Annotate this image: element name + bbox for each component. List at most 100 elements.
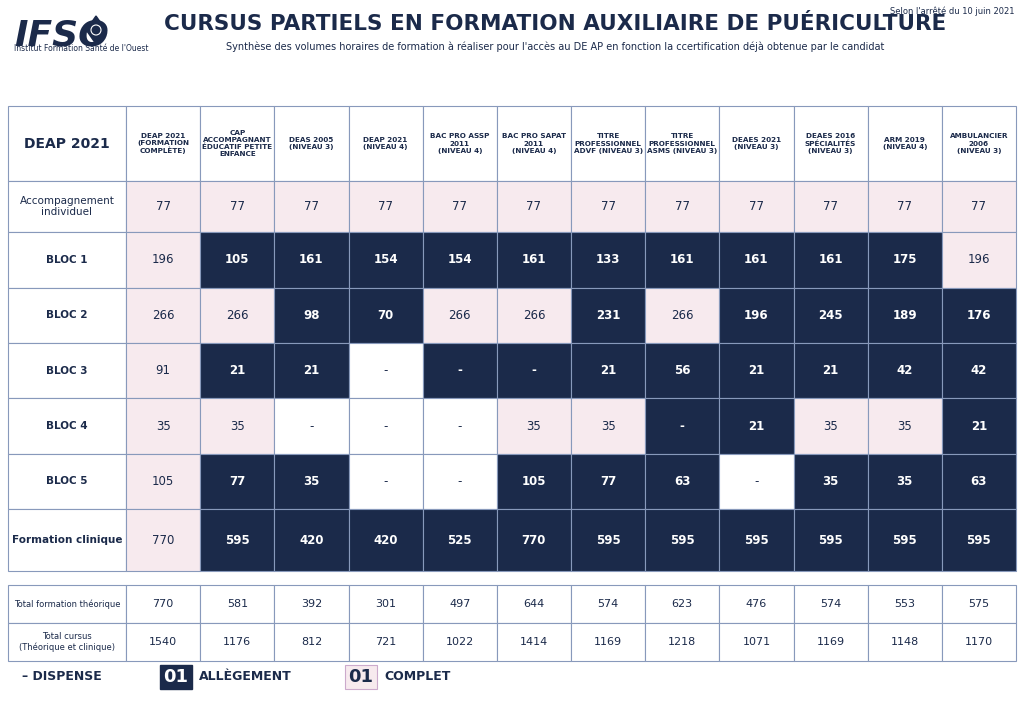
Text: 420: 420 bbox=[374, 534, 398, 547]
Bar bbox=[645, 343, 719, 398]
Text: 35: 35 bbox=[897, 475, 913, 488]
Bar bbox=[571, 343, 645, 398]
Text: 231: 231 bbox=[596, 308, 621, 321]
Text: – DISPENSE: – DISPENSE bbox=[22, 670, 101, 683]
Bar bbox=[497, 287, 571, 343]
Text: TITRE
PROFESSIONNEL
ADVF (NIVEAU 3): TITRE PROFESSIONNEL ADVF (NIVEAU 3) bbox=[573, 133, 643, 153]
Text: 1176: 1176 bbox=[223, 637, 251, 647]
Text: DEAES 2021
(NIVEAU 3): DEAES 2021 (NIVEAU 3) bbox=[732, 137, 781, 150]
Bar bbox=[8, 232, 126, 287]
Text: 21: 21 bbox=[303, 364, 319, 377]
Text: 161: 161 bbox=[521, 253, 546, 266]
Text: 77: 77 bbox=[897, 200, 912, 213]
Text: 175: 175 bbox=[893, 253, 918, 266]
Text: Total formation théorique: Total formation théorique bbox=[13, 599, 120, 609]
Bar bbox=[200, 454, 274, 509]
Bar bbox=[126, 106, 200, 181]
Bar bbox=[126, 623, 200, 661]
Text: 266: 266 bbox=[152, 308, 174, 321]
Bar bbox=[274, 398, 348, 454]
Text: Synthèse des volumes horaires de formation à réaliser pour l'accès au DE AP en f: Synthèse des volumes horaires de formati… bbox=[226, 42, 884, 53]
Text: -: - bbox=[458, 475, 462, 488]
Bar bbox=[719, 232, 794, 287]
Bar bbox=[126, 585, 200, 623]
Bar bbox=[348, 398, 423, 454]
Text: BLOC 2: BLOC 2 bbox=[46, 311, 88, 320]
Text: 77: 77 bbox=[749, 200, 764, 213]
Text: 63: 63 bbox=[674, 475, 690, 488]
Bar bbox=[867, 623, 942, 661]
Text: 77: 77 bbox=[453, 200, 467, 213]
Bar bbox=[942, 343, 1016, 398]
Text: 98: 98 bbox=[303, 308, 319, 321]
Text: 497: 497 bbox=[450, 599, 470, 609]
Text: 574: 574 bbox=[597, 599, 618, 609]
Bar bbox=[126, 343, 200, 398]
Text: DEAS 2005
(NIVEAU 3): DEAS 2005 (NIVEAU 3) bbox=[289, 137, 334, 150]
Bar bbox=[423, 343, 497, 398]
Text: -: - bbox=[680, 420, 685, 432]
Bar bbox=[423, 509, 497, 571]
Bar bbox=[645, 398, 719, 454]
Bar bbox=[126, 454, 200, 509]
Bar bbox=[274, 287, 348, 343]
Text: 1169: 1169 bbox=[594, 637, 623, 647]
Bar bbox=[571, 287, 645, 343]
Bar bbox=[867, 181, 942, 232]
Text: 176: 176 bbox=[967, 308, 991, 321]
Text: 392: 392 bbox=[301, 599, 322, 609]
Bar bbox=[867, 232, 942, 287]
Text: 266: 266 bbox=[522, 308, 545, 321]
Text: 595: 595 bbox=[744, 534, 769, 547]
Text: DEAES 2016
SPÉCIALITÉS
(NIVEAU 3): DEAES 2016 SPÉCIALITÉS (NIVEAU 3) bbox=[805, 133, 856, 153]
Bar bbox=[200, 232, 274, 287]
Bar bbox=[274, 623, 348, 661]
Text: TITRE
PROFESSIONNEL
ASMS (NIVEAU 3): TITRE PROFESSIONNEL ASMS (NIVEAU 3) bbox=[647, 133, 718, 153]
Bar bbox=[497, 454, 571, 509]
Text: 266: 266 bbox=[671, 308, 693, 321]
Bar bbox=[719, 106, 794, 181]
Text: 77: 77 bbox=[601, 200, 615, 213]
Bar bbox=[867, 343, 942, 398]
Bar bbox=[423, 454, 497, 509]
Bar bbox=[126, 181, 200, 232]
Bar bbox=[794, 106, 867, 181]
Text: 21: 21 bbox=[971, 420, 987, 432]
Bar bbox=[942, 106, 1016, 181]
Bar bbox=[274, 343, 348, 398]
Bar bbox=[645, 509, 719, 571]
Bar bbox=[571, 398, 645, 454]
Text: 77: 77 bbox=[972, 200, 986, 213]
Bar bbox=[497, 181, 571, 232]
Text: BLOC 4: BLOC 4 bbox=[46, 421, 88, 431]
Bar bbox=[423, 398, 497, 454]
Bar bbox=[497, 509, 571, 571]
Text: 154: 154 bbox=[447, 253, 472, 266]
Text: 420: 420 bbox=[299, 534, 324, 547]
Bar bbox=[348, 106, 423, 181]
Text: 595: 595 bbox=[225, 534, 250, 547]
Text: 770: 770 bbox=[152, 534, 174, 547]
Text: 266: 266 bbox=[449, 308, 471, 321]
Text: 161: 161 bbox=[818, 253, 843, 266]
Bar bbox=[571, 623, 645, 661]
Bar bbox=[8, 287, 126, 343]
Text: -: - bbox=[383, 364, 388, 377]
Text: DEAP 2021: DEAP 2021 bbox=[25, 137, 110, 151]
Text: 770: 770 bbox=[153, 599, 174, 609]
Bar bbox=[867, 585, 942, 623]
Bar bbox=[8, 585, 126, 623]
Bar bbox=[8, 106, 126, 181]
Text: -: - bbox=[309, 420, 313, 432]
Text: AMBULANCIER
2006
(NIVEAU 3): AMBULANCIER 2006 (NIVEAU 3) bbox=[949, 133, 1009, 153]
Text: 77: 77 bbox=[823, 200, 838, 213]
Text: ARM 2019
(NIVEAU 4): ARM 2019 (NIVEAU 4) bbox=[883, 137, 927, 150]
Text: 189: 189 bbox=[893, 308, 918, 321]
Bar bbox=[423, 181, 497, 232]
Text: 133: 133 bbox=[596, 253, 621, 266]
Text: 42: 42 bbox=[897, 364, 913, 377]
Bar bbox=[645, 454, 719, 509]
Text: 595: 595 bbox=[670, 534, 694, 547]
Bar bbox=[645, 585, 719, 623]
Bar bbox=[645, 232, 719, 287]
